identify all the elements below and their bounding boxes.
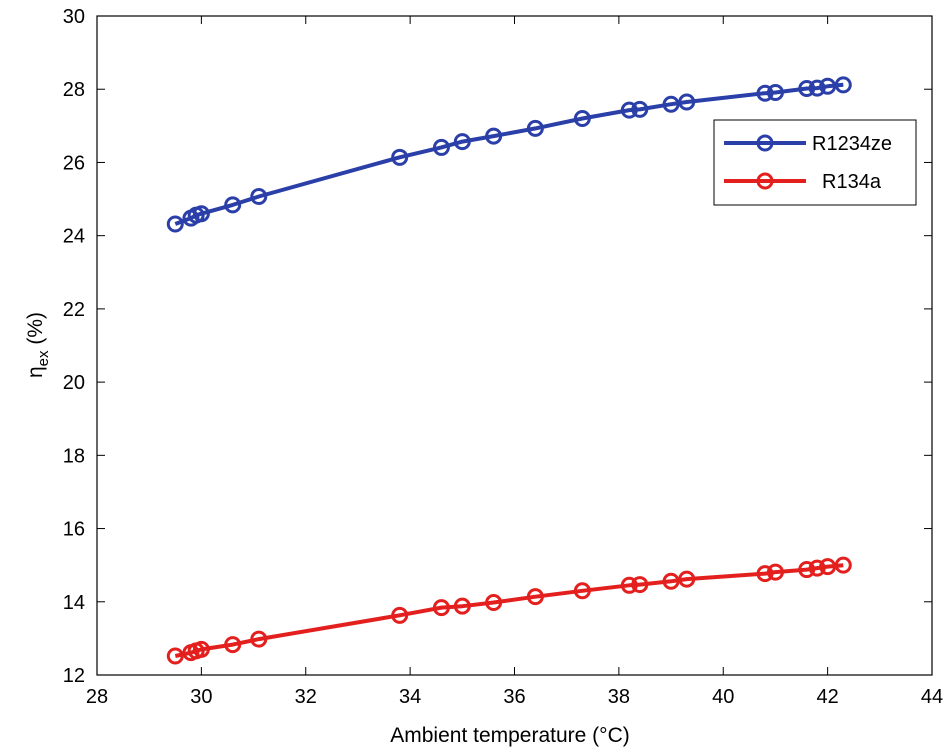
data-point-r1234ze: [453, 133, 471, 151]
y-tick-label: 16: [63, 519, 85, 541]
data-point-r1234ze: [620, 101, 638, 119]
y-tick-label: 20: [63, 372, 85, 394]
data-point-r134a: [166, 647, 184, 665]
data-point-r1234ze: [485, 127, 503, 145]
data-point-r1234ze: [834, 76, 852, 94]
series-r1234ze: [166, 76, 852, 233]
data-point-r1234ze: [798, 79, 816, 97]
data-point-r134a: [620, 576, 638, 594]
x-axis-title: Ambient temperature (°C): [390, 724, 629, 747]
series-group: [166, 76, 852, 665]
data-point-r1234ze: [573, 110, 591, 128]
y-axis-title-unit: (%): [24, 312, 47, 351]
data-point-r134a: [808, 559, 826, 577]
y-tick-label: 24: [63, 226, 85, 248]
x-tick-label: 34: [399, 686, 421, 708]
data-point-r1234ze: [250, 187, 268, 205]
x-tick-label: 38: [608, 686, 630, 708]
data-point-r1234ze: [526, 119, 544, 137]
x-tick-label: 28: [86, 686, 108, 708]
x-tick-label: 32: [295, 686, 317, 708]
legend-marker-r1234ze: [756, 134, 774, 152]
x-tick-label: 30: [190, 686, 212, 708]
y-tick-labels: 12 14 16 18 20 22 24 26 28 30: [63, 6, 85, 687]
data-point-r1234ze: [678, 93, 696, 111]
legend-marker-r134a: [756, 172, 774, 190]
y-axis-title-subscript: ex: [35, 350, 52, 366]
data-point-r1234ze: [819, 77, 837, 95]
data-point-r134a: [573, 582, 591, 600]
data-point-r134a: [485, 594, 503, 612]
data-point-r1234ze: [432, 138, 450, 156]
y-tick-label: 14: [63, 592, 85, 614]
y-tick-label: 28: [63, 79, 85, 101]
data-point-r1234ze: [662, 95, 680, 113]
data-point-r134a: [662, 572, 680, 590]
x-tick-labels: 28 30 32 34 36 38 40 42 44: [86, 686, 943, 708]
y-tick-label: 26: [63, 152, 85, 174]
y-tick-label: 30: [63, 6, 85, 28]
y-tick-label: 18: [63, 445, 85, 467]
data-point-r134a: [631, 576, 649, 594]
data-point-r1234ze: [391, 148, 409, 166]
data-point-r1234ze: [766, 84, 784, 102]
data-point-r1234ze: [808, 79, 826, 97]
data-point-r1234ze: [631, 100, 649, 118]
data-point-r134a: [834, 556, 852, 574]
x-tick-label: 36: [503, 686, 525, 708]
data-point-r134a: [432, 599, 450, 617]
data-point-r134a: [766, 563, 784, 581]
data-point-r1234ze: [166, 215, 184, 233]
series-line-r1234ze: [174, 82, 844, 226]
legend-box: [713, 119, 917, 206]
data-point-r1234ze: [224, 196, 242, 214]
data-point-r134a: [526, 588, 544, 606]
data-point-r134a: [756, 565, 774, 583]
x-tick-label: 42: [817, 686, 839, 708]
y-axis-title: ηex (%): [24, 312, 52, 378]
x-tick-label: 44: [921, 686, 943, 708]
data-point-r1234ze: [756, 84, 774, 102]
legend-label-r134a: R134a: [822, 171, 882, 193]
data-point-r134a: [250, 630, 268, 648]
legend: R1234ze R134a: [713, 119, 917, 206]
data-point-r134a: [192, 640, 210, 658]
series-line-r134a: [174, 563, 844, 658]
data-point-r134a: [819, 558, 837, 576]
data-point-r1234ze: [192, 205, 210, 223]
data-point-r134a: [678, 570, 696, 588]
y-tick-label: 12: [63, 665, 85, 687]
data-point-r134a: [798, 561, 816, 579]
data-point-r134a: [224, 636, 242, 654]
legend-label-r1234ze: R1234ze: [812, 133, 892, 155]
series-r134a: [166, 556, 852, 665]
data-point-r134a: [391, 606, 409, 624]
x-tick-label: 40: [712, 686, 734, 708]
tick-marks: [96, 15, 933, 676]
y-tick-label: 22: [63, 299, 85, 321]
y-axis-title-eta: η: [24, 366, 47, 378]
data-point-r134a: [453, 597, 471, 615]
